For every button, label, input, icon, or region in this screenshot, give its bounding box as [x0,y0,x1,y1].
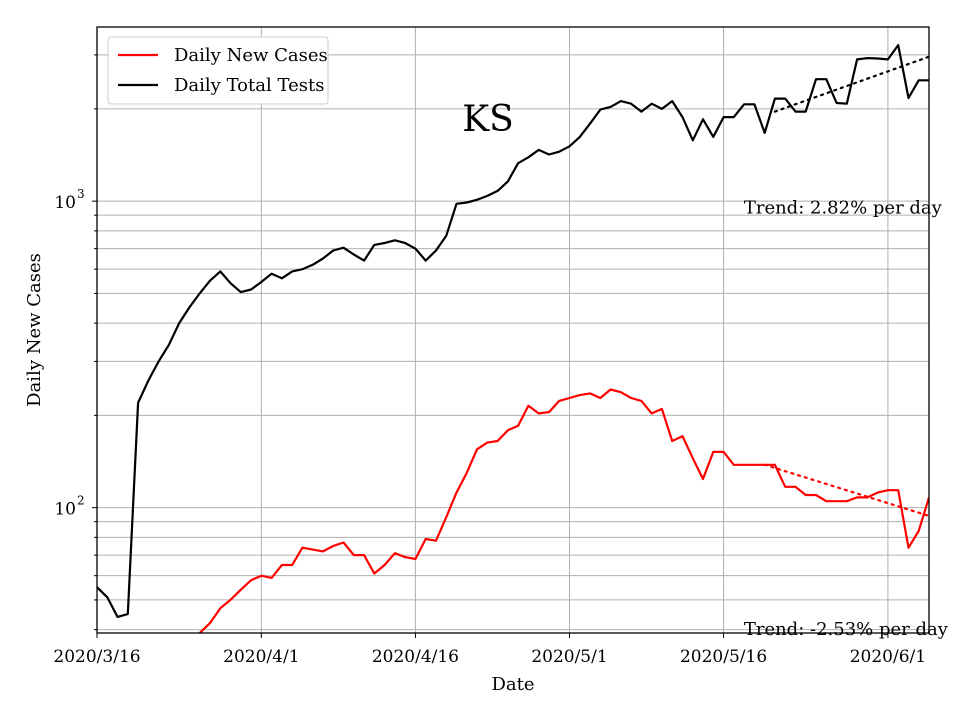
legend-label-daily-new-cases: Daily New Cases [174,45,328,66]
legend-label-daily-total-tests: Daily Total Tests [174,75,324,96]
trend-line-daily-total-tests [773,55,929,113]
y-axis-label: Daily New Cases [24,253,45,407]
grid-lines [96,27,929,633]
x-tick-label: 2020/6/1 [850,647,926,667]
trend-annotation: Trend: -2.53% per day [744,619,949,640]
plot-area [97,43,929,633]
x-tick-label: 2020/5/16 [680,647,767,667]
plot-frame [96,26,930,634]
legend: Daily New Cases Daily Total Tests [107,36,329,105]
axis-ticks: 2020/3/16 2020/4/1 2020/4/16 2020/5/1 2020/5… [53,54,926,667]
annotations: Trend: 2.82% per day Trend: -2.53% per da… [744,198,949,640]
series-line-daily-new-cases [198,388,929,633]
chart-title: KS [462,99,514,140]
trend-line-daily-new-cases [763,463,929,517]
y-tick-label-exponent: 2 [77,494,85,508]
x-tick-label: 2020/5/1 [531,647,607,667]
trend-annotation: Trend: 2.82% per day [744,198,943,219]
x-tick-label: 2020/4/1 [223,647,299,667]
x-tick-label: 2020/4/16 [372,647,459,667]
legend-box [107,36,329,105]
y-tick-label: 10 [54,500,76,520]
x-axis-label: Date [491,674,534,695]
x-tick-label: 2020/3/16 [53,647,140,667]
series-line-daily-total-tests [97,43,929,619]
y-tick-label-exponent: 3 [77,187,85,201]
y-tick-label: 10 [54,193,76,213]
